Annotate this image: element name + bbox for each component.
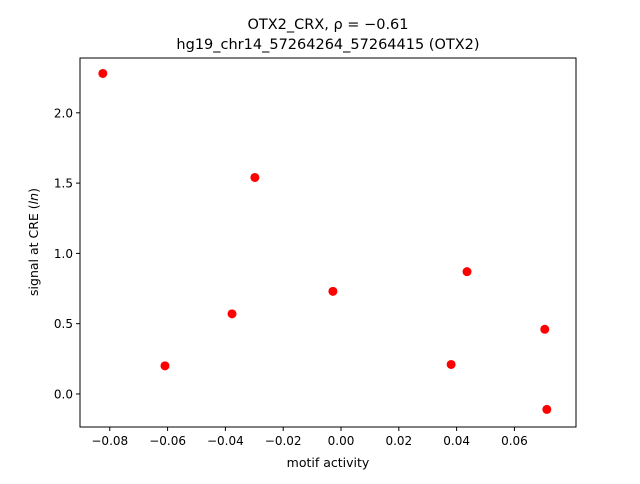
y-axis-label: signal at CRE (ln) xyxy=(26,188,41,296)
x-tick-label: −0.08 xyxy=(91,434,128,448)
x-tick-label: 0.06 xyxy=(501,434,528,448)
x-axis-label: motif activity xyxy=(287,455,370,470)
x-tick-label: 0.00 xyxy=(328,434,355,448)
data-point-0 xyxy=(98,68,108,78)
y-tick-label: 1.0 xyxy=(54,247,73,261)
x-tick-label: −0.04 xyxy=(207,434,244,448)
data-point-7 xyxy=(540,324,550,334)
y-tick-label: 1.5 xyxy=(54,177,73,191)
data-point-6 xyxy=(462,267,472,277)
y-tick-label: 2.0 xyxy=(54,106,73,120)
data-point-8 xyxy=(542,404,552,414)
data-point-3 xyxy=(250,172,260,182)
data-point-1 xyxy=(160,361,170,371)
y-tick-label: 0.5 xyxy=(54,317,73,331)
x-tick-label: 0.04 xyxy=(443,434,470,448)
y-tick-label: 0.0 xyxy=(54,387,73,401)
data-point-4 xyxy=(328,286,338,296)
plot-frame xyxy=(79,57,577,428)
chart-title-line1: OTX2_CRX, ρ = −0.61 xyxy=(247,17,408,33)
x-tick-label: −0.06 xyxy=(149,434,186,448)
data-point-2 xyxy=(227,309,237,319)
data-point-5 xyxy=(446,359,456,369)
chart-title-line2: hg19_chr14_57264264_57264415 (OTX2) xyxy=(176,37,479,53)
x-tick-label: 0.02 xyxy=(385,434,412,448)
x-tick-label: −0.02 xyxy=(265,434,302,448)
